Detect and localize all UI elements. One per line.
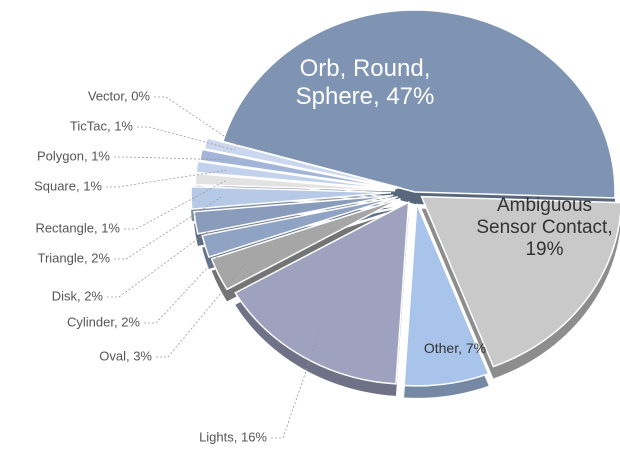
slice: [193, 194, 394, 235]
slice: [198, 148, 398, 190]
leader-line: [154, 96, 239, 146]
leader-line: [144, 238, 235, 324]
slice-label: Triangle, 2%: [38, 250, 111, 265]
leader-line: [137, 126, 235, 151]
slice-label: Oval, 3%: [99, 348, 152, 363]
slice-label: Lights, 16%: [199, 429, 267, 444]
slice: [403, 203, 490, 387]
leader-line: [107, 218, 226, 298]
slice-label: Polygon, 1%: [37, 148, 110, 163]
slice: [234, 200, 410, 385]
slice: [420, 195, 620, 368]
leader-line: [114, 156, 231, 161]
slice-label: Other, 7%: [423, 340, 487, 356]
slice-label: Disk, 2%: [52, 288, 104, 303]
leader-line: [271, 333, 320, 439]
slice-label: Ambiguous Sensor Contact, 19%: [476, 195, 613, 260]
slice: [194, 172, 396, 192]
leader-line: [106, 169, 227, 188]
leader-line: [114, 196, 222, 260]
slice: [195, 160, 396, 191]
slice-label: Cylinder, 2%: [67, 314, 140, 329]
slice: [201, 196, 398, 258]
slice-label: Orb, Round, Sphere, 47%: [295, 55, 435, 110]
slice: [210, 197, 401, 291]
slice-label: Square, 1%: [34, 178, 102, 193]
slice-label: Rectangle, 1%: [35, 220, 120, 235]
leader-line: [156, 262, 247, 358]
leader-line: [124, 180, 226, 230]
slice-label: TicTac, 1%: [70, 118, 134, 133]
slice: [221, 9, 616, 199]
slice: [190, 185, 392, 210]
slice-label: Vector, 0%: [88, 88, 151, 103]
